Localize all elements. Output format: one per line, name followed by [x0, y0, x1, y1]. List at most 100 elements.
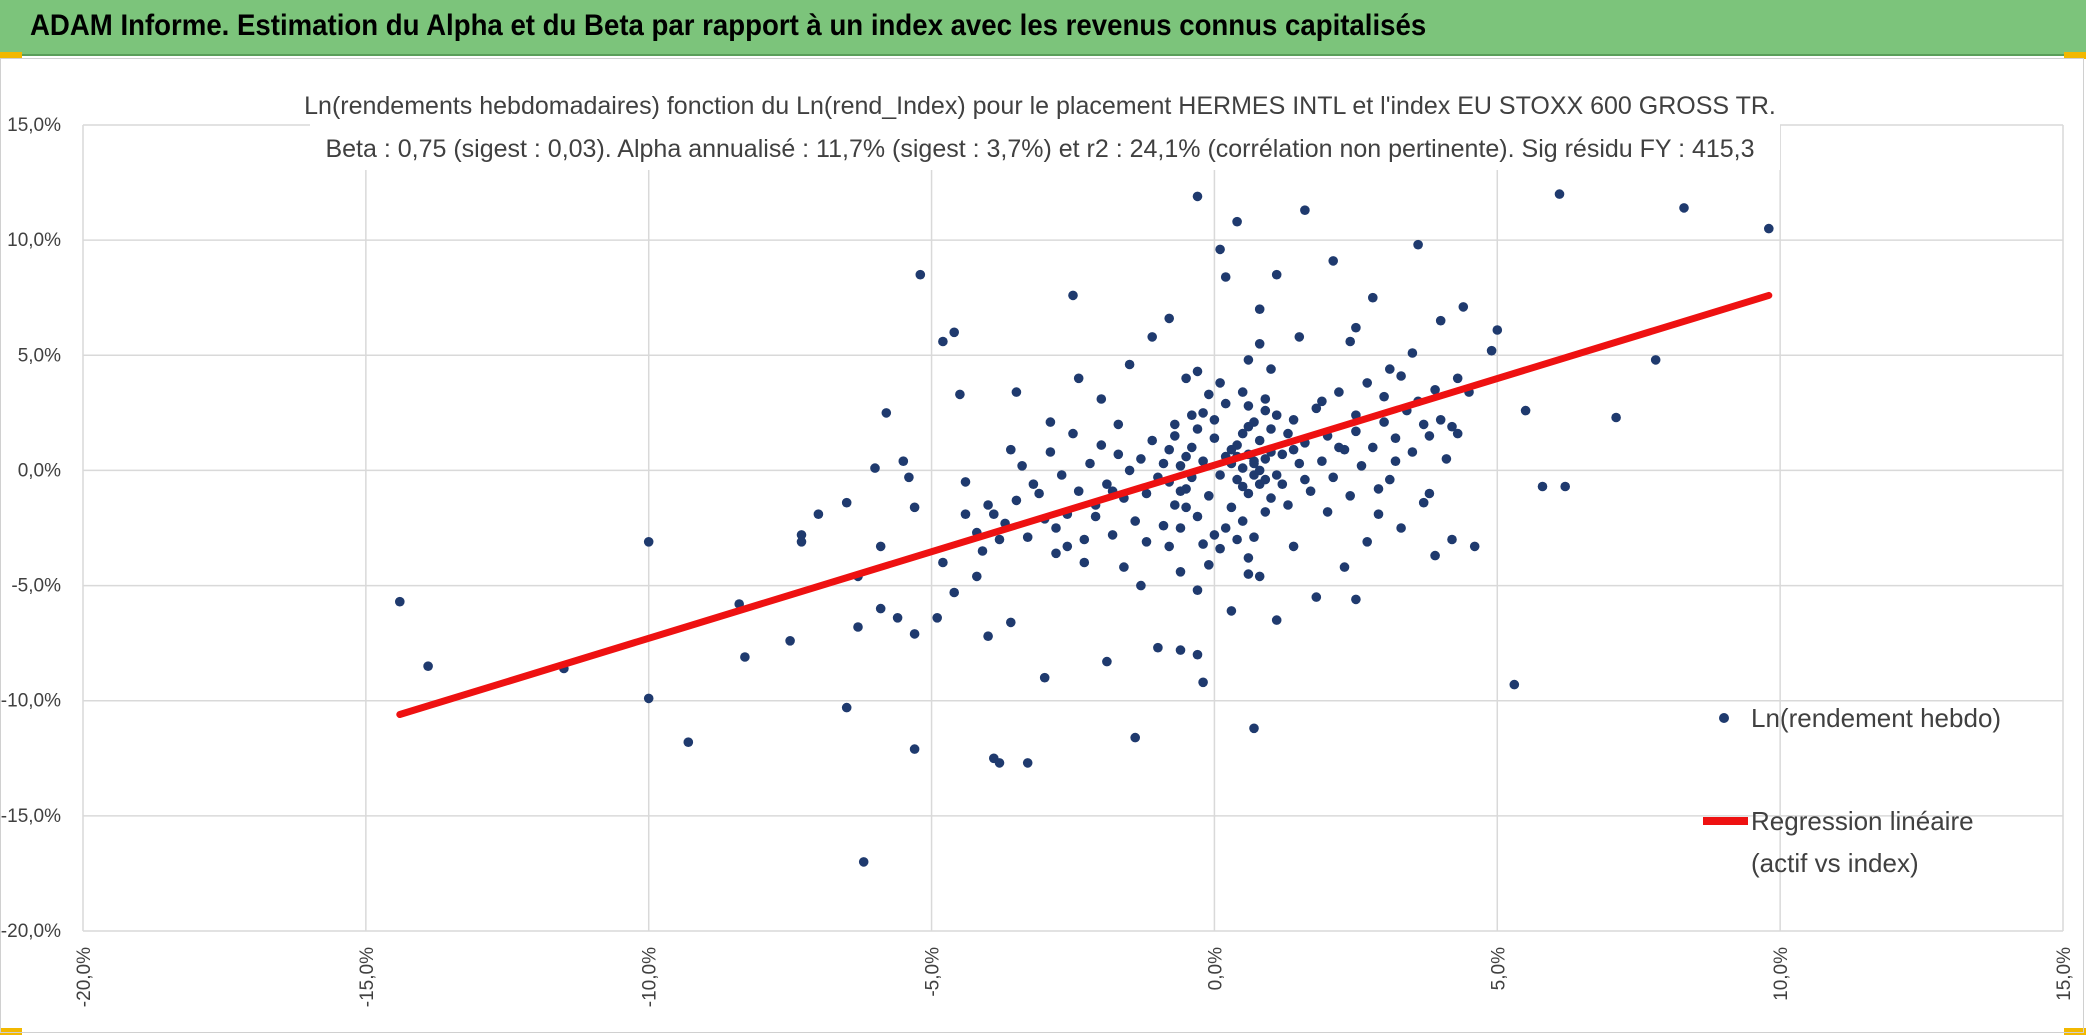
- data-point: [1192, 649, 1203, 660]
- data-point: [1447, 534, 1457, 545]
- data-point: [1170, 431, 1180, 441]
- y-tick-label: -5,0%: [11, 576, 61, 597]
- data-point: [1300, 474, 1310, 485]
- legend-marker-scatter: [1719, 713, 1729, 723]
- data-point: [1220, 523, 1231, 533]
- data-point: [1096, 394, 1107, 404]
- data-point: [1192, 511, 1203, 522]
- data-point: [1679, 203, 1689, 213]
- data-point: [977, 546, 988, 556]
- chart-subtitle: Beta : 0,75 (sigest : 0,03). Alpha annua…: [325, 135, 1754, 163]
- data-point: [1220, 272, 1231, 282]
- data-point: [960, 509, 971, 519]
- data-point: [1187, 442, 1197, 453]
- data-point: [1249, 456, 1259, 467]
- data-point: [1328, 256, 1338, 266]
- data-point: [1079, 534, 1090, 545]
- data-point: [1107, 530, 1118, 540]
- data-point: [1243, 401, 1254, 411]
- data-point: [1113, 419, 1124, 430]
- data-point: [1198, 456, 1208, 467]
- data-point: [1119, 562, 1129, 572]
- data-point: [1424, 431, 1435, 441]
- legend-label-regression-line2: (actif vs index): [1751, 848, 1919, 878]
- data-point: [683, 737, 694, 747]
- data-point: [1175, 461, 1186, 471]
- data-point: [813, 509, 824, 519]
- data-point: [1254, 435, 1265, 446]
- data-point: [881, 408, 892, 418]
- data-point: [972, 571, 982, 582]
- data-point: [1305, 486, 1316, 497]
- data-point: [1260, 394, 1271, 404]
- data-point: [1254, 304, 1265, 315]
- data-point: [1764, 223, 1774, 234]
- data-point: [1237, 387, 1248, 397]
- data-point: [1153, 642, 1163, 653]
- data-point: [1317, 396, 1327, 407]
- data-point: [994, 534, 1005, 545]
- data-point: [1158, 520, 1169, 531]
- data-point: [1288, 415, 1299, 425]
- data-point: [1260, 405, 1271, 416]
- data-point: [1209, 530, 1220, 540]
- data-point: [1147, 332, 1157, 342]
- grid-lines: [82, 124, 2064, 932]
- data-point: [1271, 615, 1282, 625]
- data-point: [1220, 398, 1231, 409]
- data-point: [1351, 322, 1361, 333]
- x-tick-label: -10,0%: [640, 947, 661, 1007]
- data-point: [1034, 488, 1044, 499]
- data-point: [1237, 428, 1248, 439]
- data-point: [1175, 486, 1186, 497]
- data-point: [1102, 656, 1112, 667]
- data-point: [1300, 205, 1310, 215]
- data-point: [955, 389, 965, 400]
- data-point: [1317, 456, 1327, 467]
- data-point: [1509, 679, 1520, 690]
- regression-series: [396, 291, 1773, 719]
- data-point: [949, 327, 959, 338]
- data-point: [1249, 417, 1259, 427]
- data-point: [1418, 419, 1429, 430]
- data-point: [1170, 419, 1180, 430]
- y-tick-label: 5,0%: [18, 345, 61, 366]
- data-point: [643, 537, 654, 547]
- y-tick-label: 0,0%: [18, 460, 61, 481]
- data-point: [1062, 541, 1073, 552]
- data-point: [938, 557, 948, 568]
- data-point: [989, 509, 999, 519]
- data-point: [1130, 732, 1140, 743]
- data-point: [938, 336, 948, 347]
- x-tick-label: 0,0%: [1205, 947, 1226, 990]
- data-point: [1413, 239, 1423, 250]
- data-point: [1192, 191, 1203, 202]
- data-point: [1351, 594, 1361, 605]
- data-point: [983, 631, 993, 641]
- data-point: [1311, 592, 1322, 602]
- data-point: [1441, 454, 1452, 464]
- x-tick-label: -20,0%: [74, 947, 95, 1007]
- data-point: [1068, 290, 1078, 301]
- data-point: [1288, 541, 1299, 552]
- data-point: [1090, 511, 1101, 522]
- data-point: [1011, 495, 1022, 506]
- data-point: [1198, 408, 1208, 418]
- data-point: [1022, 532, 1033, 542]
- data-point: [1379, 391, 1389, 402]
- data-point: [1192, 366, 1203, 377]
- data-point: [1073, 373, 1084, 384]
- legend-label-regression: Regression linéaire (actif vs index): [1751, 806, 1981, 878]
- data-point: [1204, 560, 1214, 570]
- data-point: [423, 661, 433, 671]
- data-point: [1390, 456, 1401, 467]
- data-point: [1136, 580, 1146, 591]
- corner-marker: [0, 52, 22, 59]
- corner-marker: [2064, 52, 2086, 59]
- data-point: [1390, 433, 1401, 444]
- data-point: [1294, 332, 1305, 342]
- data-point: [1079, 557, 1090, 568]
- data-point: [909, 629, 920, 639]
- data-point: [1288, 444, 1299, 455]
- data-point: [1271, 410, 1282, 421]
